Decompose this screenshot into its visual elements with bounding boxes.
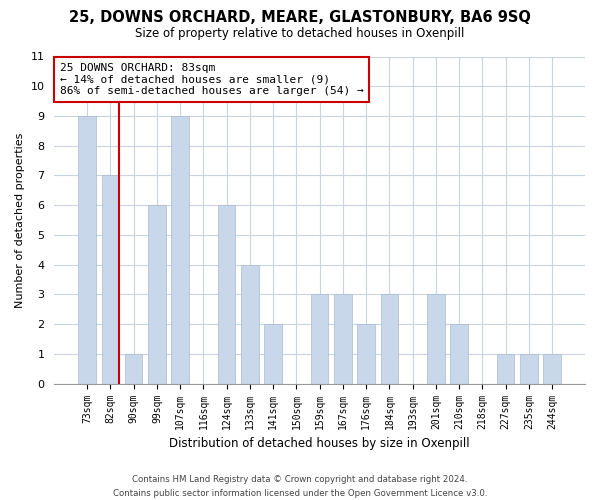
Bar [241,264,259,384]
Bar [125,354,142,384]
Bar [311,294,328,384]
X-axis label: Distribution of detached houses by size in Oxenpill: Distribution of detached houses by size … [169,437,470,450]
Bar [544,354,561,384]
Text: Contains HM Land Registry data © Crown copyright and database right 2024.
Contai: Contains HM Land Registry data © Crown c… [113,476,487,498]
Bar [497,354,514,384]
Bar [358,324,375,384]
Text: 25, DOWNS ORCHARD, MEARE, GLASTONBURY, BA6 9SQ: 25, DOWNS ORCHARD, MEARE, GLASTONBURY, B… [69,10,531,25]
Bar [148,205,166,384]
Bar [265,324,282,384]
Bar [427,294,445,384]
Text: 25 DOWNS ORCHARD: 83sqm
← 14% of detached houses are smaller (9)
86% of semi-det: 25 DOWNS ORCHARD: 83sqm ← 14% of detache… [59,63,364,96]
Bar [451,324,468,384]
Text: Size of property relative to detached houses in Oxenpill: Size of property relative to detached ho… [136,28,464,40]
Bar [218,205,235,384]
Bar [172,116,189,384]
Bar [334,294,352,384]
Bar [79,116,96,384]
Bar [520,354,538,384]
Bar [380,294,398,384]
Y-axis label: Number of detached properties: Number of detached properties [15,132,25,308]
Bar [101,176,119,384]
